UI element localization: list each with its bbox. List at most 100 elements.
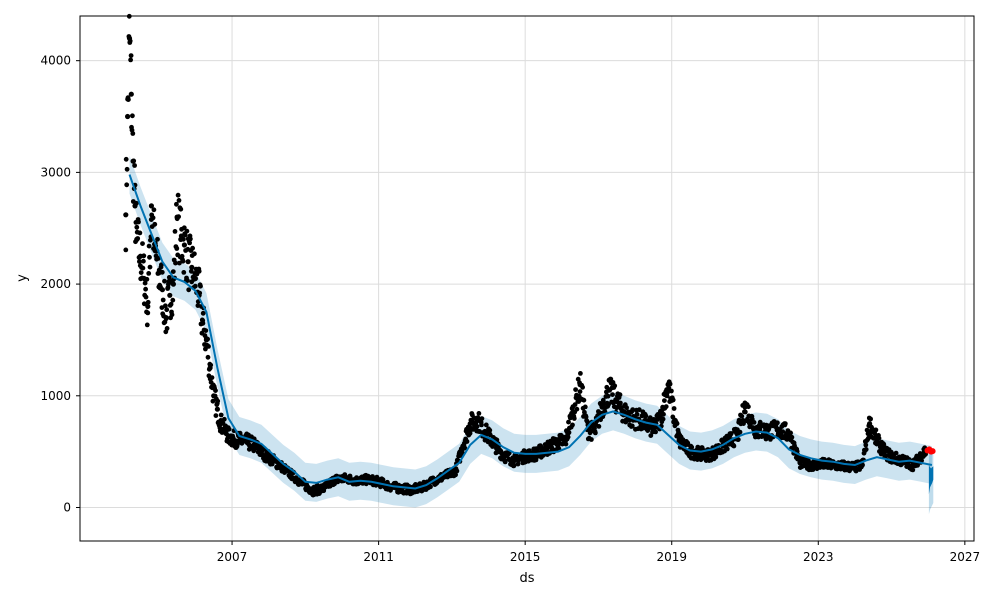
observed-point bbox=[155, 236, 160, 242]
observed-point bbox=[630, 407, 636, 412]
observed-point bbox=[724, 446, 730, 452]
observed-point bbox=[163, 316, 169, 322]
observed-point bbox=[169, 312, 175, 318]
observed-point bbox=[713, 454, 719, 460]
observed-point bbox=[152, 221, 158, 227]
x-tick-label: 2011 bbox=[363, 550, 394, 564]
observed-point bbox=[321, 488, 327, 494]
observed-point bbox=[181, 225, 187, 231]
observed-point bbox=[214, 406, 220, 412]
observed-point bbox=[166, 275, 172, 280]
observed-point bbox=[123, 247, 129, 253]
observed-points bbox=[123, 13, 929, 498]
observed-point bbox=[143, 294, 149, 300]
observed-point bbox=[190, 245, 196, 251]
observed-point bbox=[581, 397, 587, 403]
observed-point bbox=[205, 336, 211, 342]
observed-point bbox=[123, 212, 129, 218]
y-axis-ticks: 0 1000 2000 3000 4000 bbox=[40, 54, 80, 514]
observed-point bbox=[130, 131, 136, 136]
observed-point bbox=[571, 416, 577, 421]
observed-point bbox=[174, 246, 180, 251]
observed-point bbox=[661, 411, 666, 417]
observed-point bbox=[751, 420, 757, 425]
observed-point bbox=[180, 258, 186, 264]
observed-point bbox=[670, 397, 676, 403]
observed-point bbox=[124, 166, 130, 172]
observed-point bbox=[185, 278, 190, 283]
observed-point bbox=[163, 303, 168, 309]
observed-point bbox=[146, 243, 152, 249]
observed-point bbox=[476, 411, 482, 416]
observed-point bbox=[462, 445, 468, 451]
observed-point bbox=[515, 461, 521, 467]
observed-point bbox=[200, 310, 206, 316]
observed-point bbox=[604, 389, 609, 395]
observed-point bbox=[158, 284, 163, 290]
observed-point bbox=[663, 404, 669, 409]
observed-point bbox=[184, 228, 190, 234]
observed-point bbox=[170, 297, 176, 303]
observed-point bbox=[479, 416, 485, 421]
observed-point bbox=[739, 413, 745, 419]
observed-point bbox=[130, 113, 135, 119]
observed-point bbox=[610, 392, 615, 397]
observed-point bbox=[593, 430, 598, 436]
observed-point bbox=[135, 236, 141, 241]
observed-point bbox=[873, 427, 879, 433]
observed-point bbox=[127, 38, 133, 44]
observed-point bbox=[226, 426, 232, 432]
observed-point bbox=[200, 318, 206, 323]
observed-point bbox=[196, 268, 202, 274]
x-axis-ticks: 2007 2011 2015 2019 2023 2027 bbox=[217, 541, 980, 564]
x-axis-label: ds bbox=[519, 571, 534, 586]
observed-point bbox=[143, 286, 149, 292]
observed-point bbox=[596, 424, 602, 429]
observed-point bbox=[483, 422, 489, 428]
observed-point bbox=[863, 447, 869, 452]
observed-point bbox=[578, 371, 583, 376]
observed-point bbox=[155, 256, 161, 261]
forecast-tail-area bbox=[928, 465, 934, 495]
observed-point bbox=[653, 429, 658, 435]
observed-point bbox=[151, 207, 157, 213]
observed-point bbox=[173, 260, 178, 266]
observed-point bbox=[634, 411, 640, 417]
plot-frame bbox=[79, 15, 975, 542]
observed-point bbox=[605, 393, 611, 399]
y-tick-label: 3000 bbox=[40, 165, 71, 179]
observed-point bbox=[731, 443, 737, 449]
observed-point bbox=[160, 297, 166, 303]
observed-point bbox=[131, 158, 137, 164]
x-tick-label: 2023 bbox=[803, 550, 834, 564]
observed-point bbox=[580, 384, 585, 390]
observed-point bbox=[168, 301, 174, 307]
observed-point bbox=[146, 271, 152, 276]
observed-point bbox=[208, 362, 214, 368]
observed-point bbox=[181, 270, 187, 275]
observed-point bbox=[612, 383, 618, 389]
observed-point bbox=[198, 283, 203, 289]
observed-point bbox=[689, 444, 695, 450]
observed-point bbox=[479, 422, 484, 428]
observed-point bbox=[144, 276, 150, 282]
y-tick-label: 2000 bbox=[40, 277, 71, 291]
observed-point bbox=[164, 307, 170, 313]
observed-point bbox=[137, 259, 142, 264]
observed-point bbox=[128, 57, 134, 63]
uncertainty-band bbox=[129, 155, 932, 508]
x-tick-label: 2007 bbox=[217, 550, 248, 564]
observed-point bbox=[221, 416, 227, 422]
observed-point bbox=[583, 414, 589, 420]
observed-point bbox=[788, 430, 793, 436]
y-tick-label: 0 bbox=[63, 500, 71, 514]
observed-point bbox=[124, 182, 130, 188]
observed-point bbox=[182, 232, 188, 238]
y-tick-label: 4000 bbox=[40, 54, 71, 68]
observed-point bbox=[735, 437, 741, 442]
observed-point bbox=[453, 472, 458, 478]
observed-point bbox=[191, 277, 197, 282]
observed-point bbox=[910, 467, 916, 473]
grid-lines bbox=[80, 16, 974, 541]
highlight-points bbox=[924, 446, 936, 455]
